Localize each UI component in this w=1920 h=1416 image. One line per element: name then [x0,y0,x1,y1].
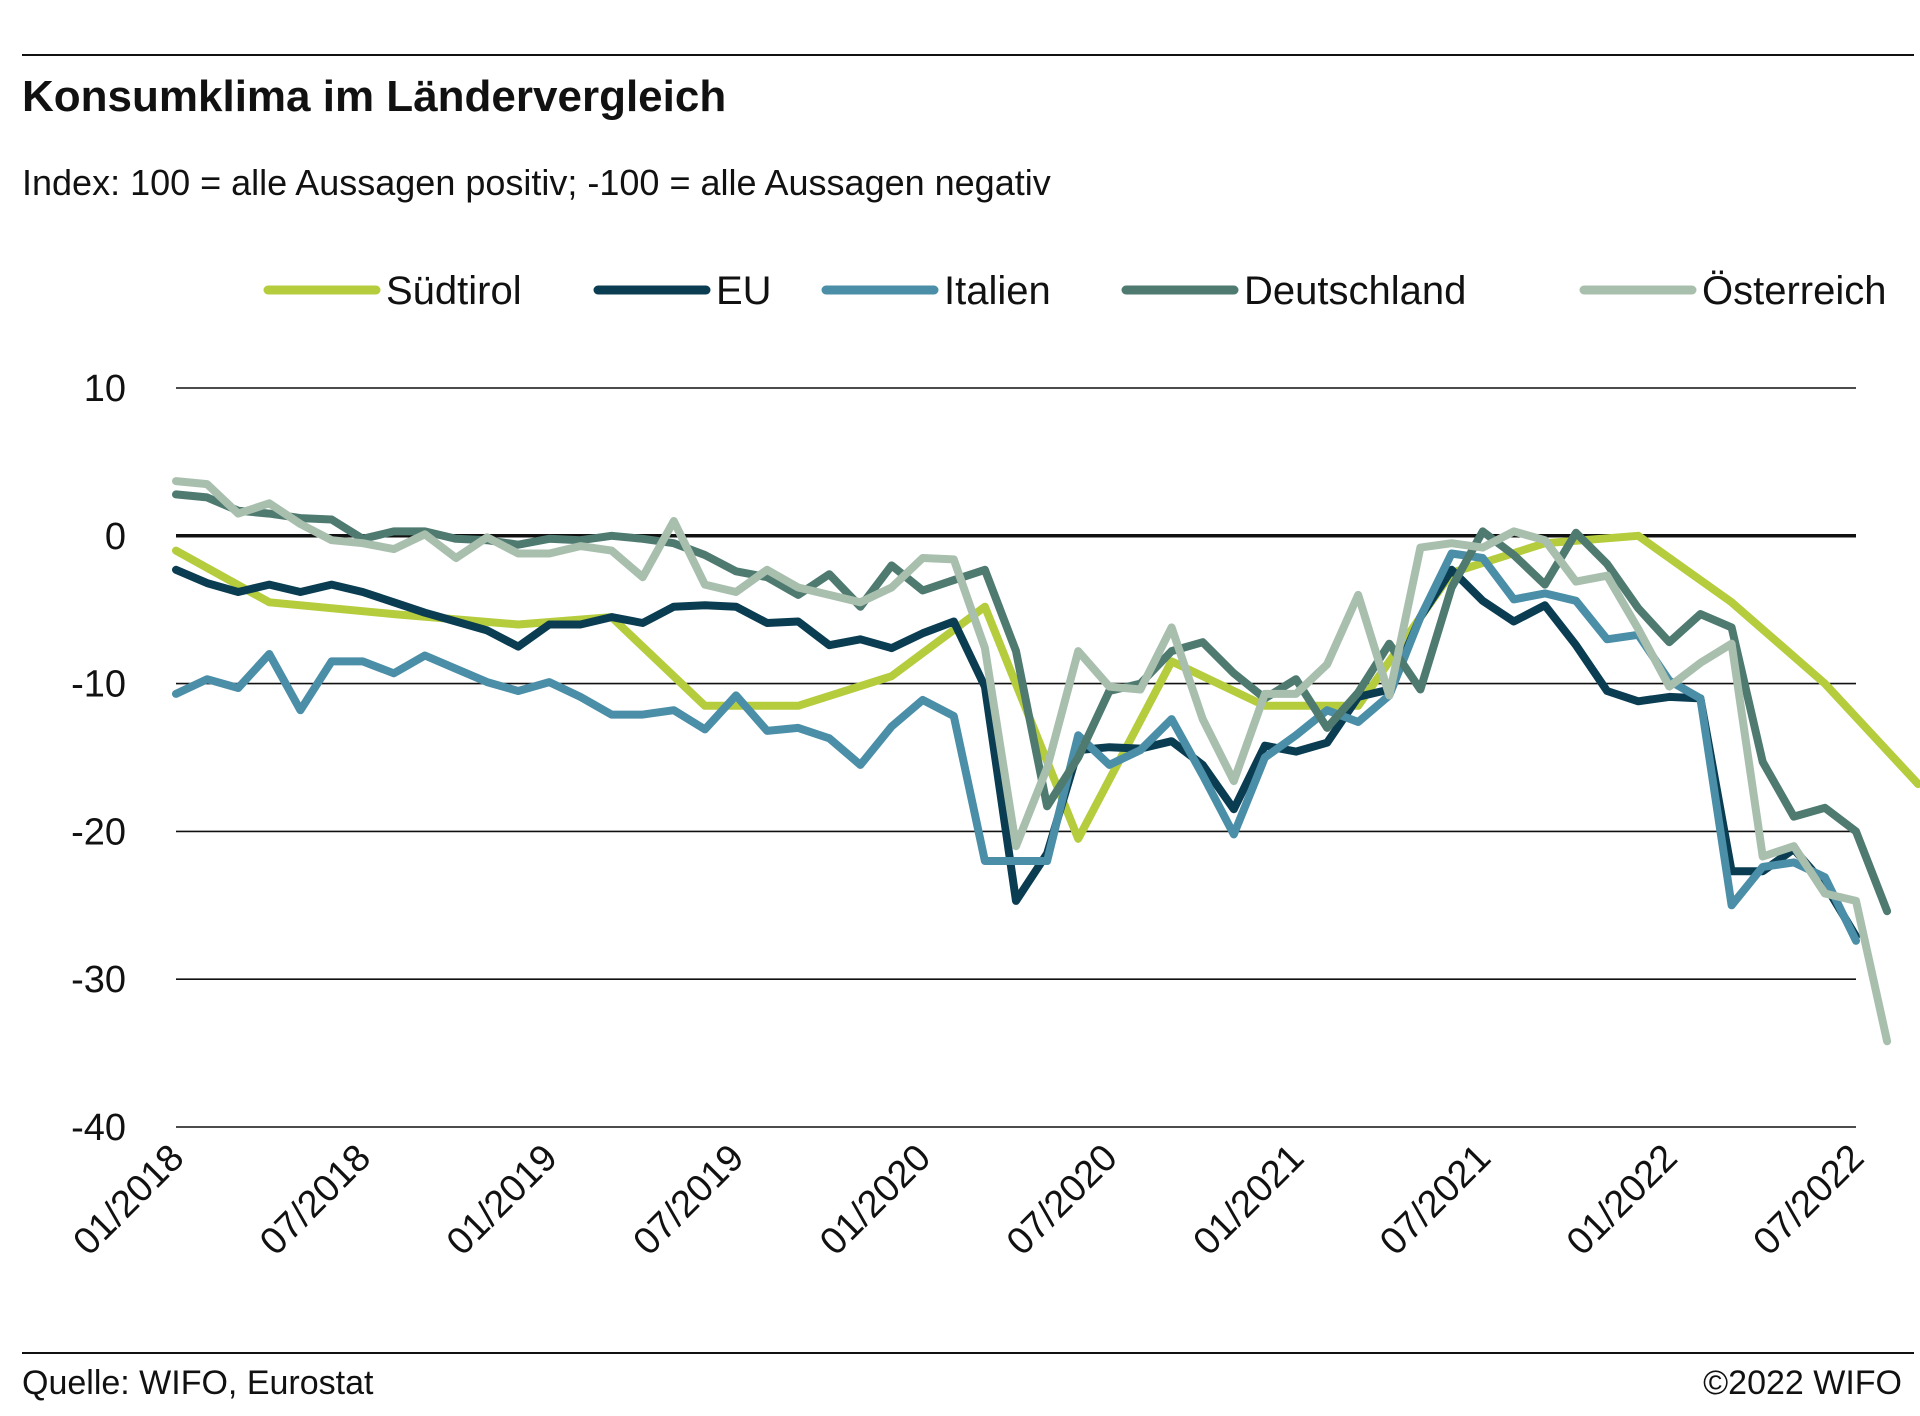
series-line-osterreich [172,477,1892,1046]
top-rule [22,54,1914,56]
legend-item-osterreich: Österreich [1579,269,1887,313]
x-tick-label: 01/2021 [1186,1137,1313,1264]
series-line-sudtirol [172,531,1920,843]
y-tick-label: -10 [71,664,126,706]
y-tick-label: -40 [71,1107,126,1149]
x-tick-label: 01/2018 [66,1137,193,1264]
series-line-eu [172,565,1860,941]
legend-label: Österreich [1702,269,1887,313]
legend-item-italien: Italien [821,269,1051,313]
legend-label: Deutschland [1244,269,1466,313]
x-tick-label: 01/2020 [812,1137,939,1264]
x-tick-label: 07/2020 [999,1137,1126,1264]
x-tick-label: 07/2022 [1746,1137,1873,1264]
x-tick-label: 01/2022 [1559,1137,1686,1264]
y-tick-label: -20 [71,811,126,853]
series-lines [172,477,1920,1046]
x-tick-label: 07/2019 [626,1137,753,1264]
series-line-italien [172,549,1860,945]
x-tick-label: 07/2018 [252,1137,379,1264]
chart-title: Konsumklima im Ländervergleich [22,72,727,121]
copyright-note: ©2022 WIFO [1703,1364,1902,1402]
bottom-rule [22,1352,1914,1354]
source-note: Quelle: WIFO, Eurostat [22,1364,374,1402]
grid-lines [176,387,1856,1128]
legend-label: Südtirol [386,269,522,313]
legend-label: EU [716,269,772,313]
y-tick-label: 10 [84,368,126,410]
y-tick-label: 0 [105,516,126,558]
legend-item-eu: EU [593,269,772,313]
x-tick-label: 01/2019 [439,1137,566,1264]
legend: Südtirol EU Italien Deutschland Österreich [263,269,1887,313]
x-axis-tick-labels: 01/2018 07/2018 01/2019 07/2019 01/2020 07/20… [66,1137,1873,1264]
legend-item-deutschland: Deutschland [1121,269,1466,313]
legend-item-sudtirol: Südtirol [263,269,522,313]
x-tick-label: 07/2021 [1372,1137,1499,1264]
series-line-deutschland [172,490,1892,916]
y-tick-label: -30 [71,959,126,1001]
y-axis-tick-labels: 10 0 -10 -20 -30 -40 [71,368,126,1149]
legend-label: Italien [944,269,1051,313]
chart-subtitle: Index: 100 = alle Aussagen positiv; -100… [22,162,1051,203]
